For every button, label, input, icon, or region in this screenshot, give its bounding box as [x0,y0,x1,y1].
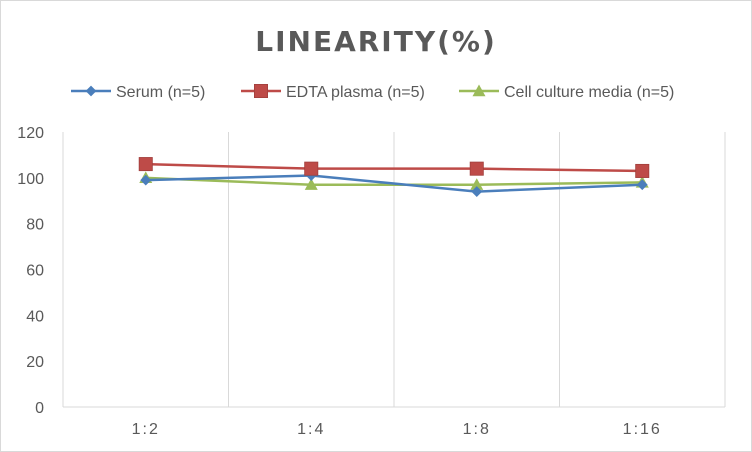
series-line [145,174,643,193]
data-point-marker [253,84,268,99]
chart-title: LINEARITY(%) [255,25,497,58]
x-tick-label: 1:16 [623,421,662,438]
data-point-marker [85,85,97,97]
y-tick-label: 100 [17,171,44,188]
x-tick-label: 1:8 [463,421,491,438]
legend: Serum (n=5) EDTA plasma (n=5) Cell culture… [71,84,674,101]
legend-item: EDTA plasma (n=5) [241,84,425,101]
y-tick-label: 80 [26,217,44,234]
data-point-marker [469,161,484,176]
data-point-marker [304,178,318,190]
data-point-marker [470,178,484,190]
series-1 [138,157,650,178]
grid-lines [62,132,726,408]
legend-label: Serum (n=5) [116,84,205,101]
series-0 [140,170,648,197]
y-tick-label: 60 [26,263,44,280]
legend-label: Cell culture media (n=5) [504,84,674,101]
y-tick-label: 20 [26,354,44,371]
series-line [145,162,643,173]
x-axis: 1:2 1:4 1:8 1:16 [132,421,662,438]
legend-label: EDTA plasma (n=5) [286,84,425,101]
legend-item: Cell culture media (n=5) [459,84,674,101]
y-tick-label: 40 [26,308,44,325]
data-point-marker [304,161,319,176]
data-point-marker [138,157,153,172]
series-layer [138,157,650,197]
data-point-marker [635,163,650,178]
data-point-marker [140,174,152,186]
data-point-marker [636,179,648,191]
data-point-marker [471,186,483,197]
legend-item: Serum (n=5) [71,84,205,101]
data-point-marker [472,84,486,97]
x-tick-label: 1:2 [132,421,160,438]
x-tick-label: 1:4 [297,421,325,438]
y-tick-label: 120 [17,125,44,142]
y-tick-label: 0 [35,400,44,417]
y-axis: 0 20 40 60 80 100 120 [17,125,44,417]
